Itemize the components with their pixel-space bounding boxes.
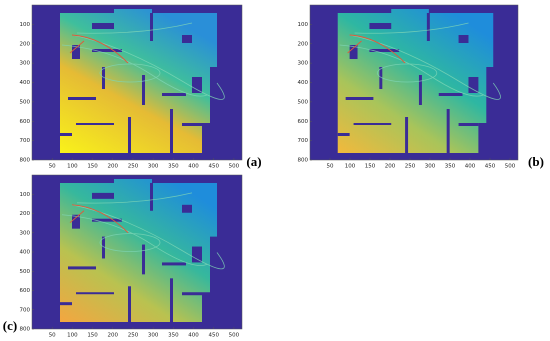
x-tick-label: 500: [229, 333, 240, 339]
x-tick-label: 200: [385, 164, 396, 170]
x-tick-label: 500: [229, 164, 240, 170]
y-tick-label: 800: [20, 327, 31, 333]
x-tick-label: 100: [67, 164, 78, 170]
x-tick-label: 450: [208, 164, 219, 170]
y-tick-label: 400: [298, 80, 309, 86]
y-tick-label: 600: [298, 119, 309, 125]
y-tick-label: 500: [20, 269, 31, 275]
y-tick-label: 100: [20, 192, 31, 198]
y-tick-label: 700: [20, 138, 31, 144]
x-tick-label: 200: [108, 164, 119, 170]
y-tick-label: 300: [20, 61, 31, 67]
map-image: [32, 175, 242, 329]
y-tick-label: 400: [20, 250, 31, 256]
y-tick-label: 200: [298, 41, 309, 47]
y-tick-label: 400: [20, 80, 31, 86]
panel-label: (b): [528, 154, 544, 169]
y-tick-label: 100: [298, 22, 309, 28]
y-tick-label: 200: [20, 211, 31, 217]
y-tick-label: 800: [20, 158, 31, 164]
y-tick-label: 200: [20, 41, 31, 47]
x-tick-label: 300: [148, 164, 159, 170]
x-tick-label: 300: [425, 164, 436, 170]
x-tick-label: 350: [445, 164, 456, 170]
x-tick-label: 400: [465, 164, 476, 170]
x-tick-label: 450: [485, 164, 496, 170]
map-image: [32, 5, 242, 160]
x-tick-label: 500: [505, 164, 516, 170]
panel: 50 100 150 200 250 300 350 400 450 500 100 200 300 40…: [3, 174, 243, 339]
x-tick-label: 350: [168, 164, 179, 170]
x-tick-label: 150: [87, 164, 98, 170]
x-tick-label: 50: [327, 164, 334, 170]
panel-label: (c): [3, 318, 17, 333]
y-tick-label: 800: [298, 158, 309, 164]
x-tick-label: 250: [128, 333, 139, 339]
x-tick-label: 350: [168, 333, 179, 339]
x-tick-label: 100: [67, 333, 78, 339]
x-tick-label: 200: [108, 333, 119, 339]
x-tick-label: 50: [49, 164, 56, 170]
y-tick-label: 300: [20, 230, 31, 236]
panel: 50 100 150 200 250 300 350 400 450 500 100 200 300 40…: [20, 4, 262, 170]
y-tick-label: 100: [20, 22, 31, 28]
x-tick-label: 50: [49, 333, 56, 339]
x-tick-label: 300: [148, 333, 159, 339]
panel-label: (a): [246, 154, 261, 169]
x-tick-label: 400: [188, 333, 199, 339]
x-tick-label: 450: [208, 333, 219, 339]
map-image: [310, 5, 518, 160]
x-tick-label: 250: [405, 164, 416, 170]
x-tick-label: 150: [365, 164, 376, 170]
y-tick-label: 500: [20, 99, 31, 105]
y-tick-label: 500: [298, 99, 309, 105]
x-tick-label: 100: [345, 164, 356, 170]
y-tick-label: 700: [298, 138, 309, 144]
x-tick-label: 250: [128, 164, 139, 170]
y-tick-label: 300: [298, 61, 309, 67]
y-tick-label: 700: [20, 307, 31, 313]
x-tick-label: 150: [87, 333, 98, 339]
x-tick-label: 400: [188, 164, 199, 170]
y-tick-label: 600: [20, 288, 31, 294]
panel: 50 100 150 200 250 300 350 400 450 500 100 200 300 40…: [298, 4, 544, 170]
y-tick-label: 600: [20, 119, 31, 125]
